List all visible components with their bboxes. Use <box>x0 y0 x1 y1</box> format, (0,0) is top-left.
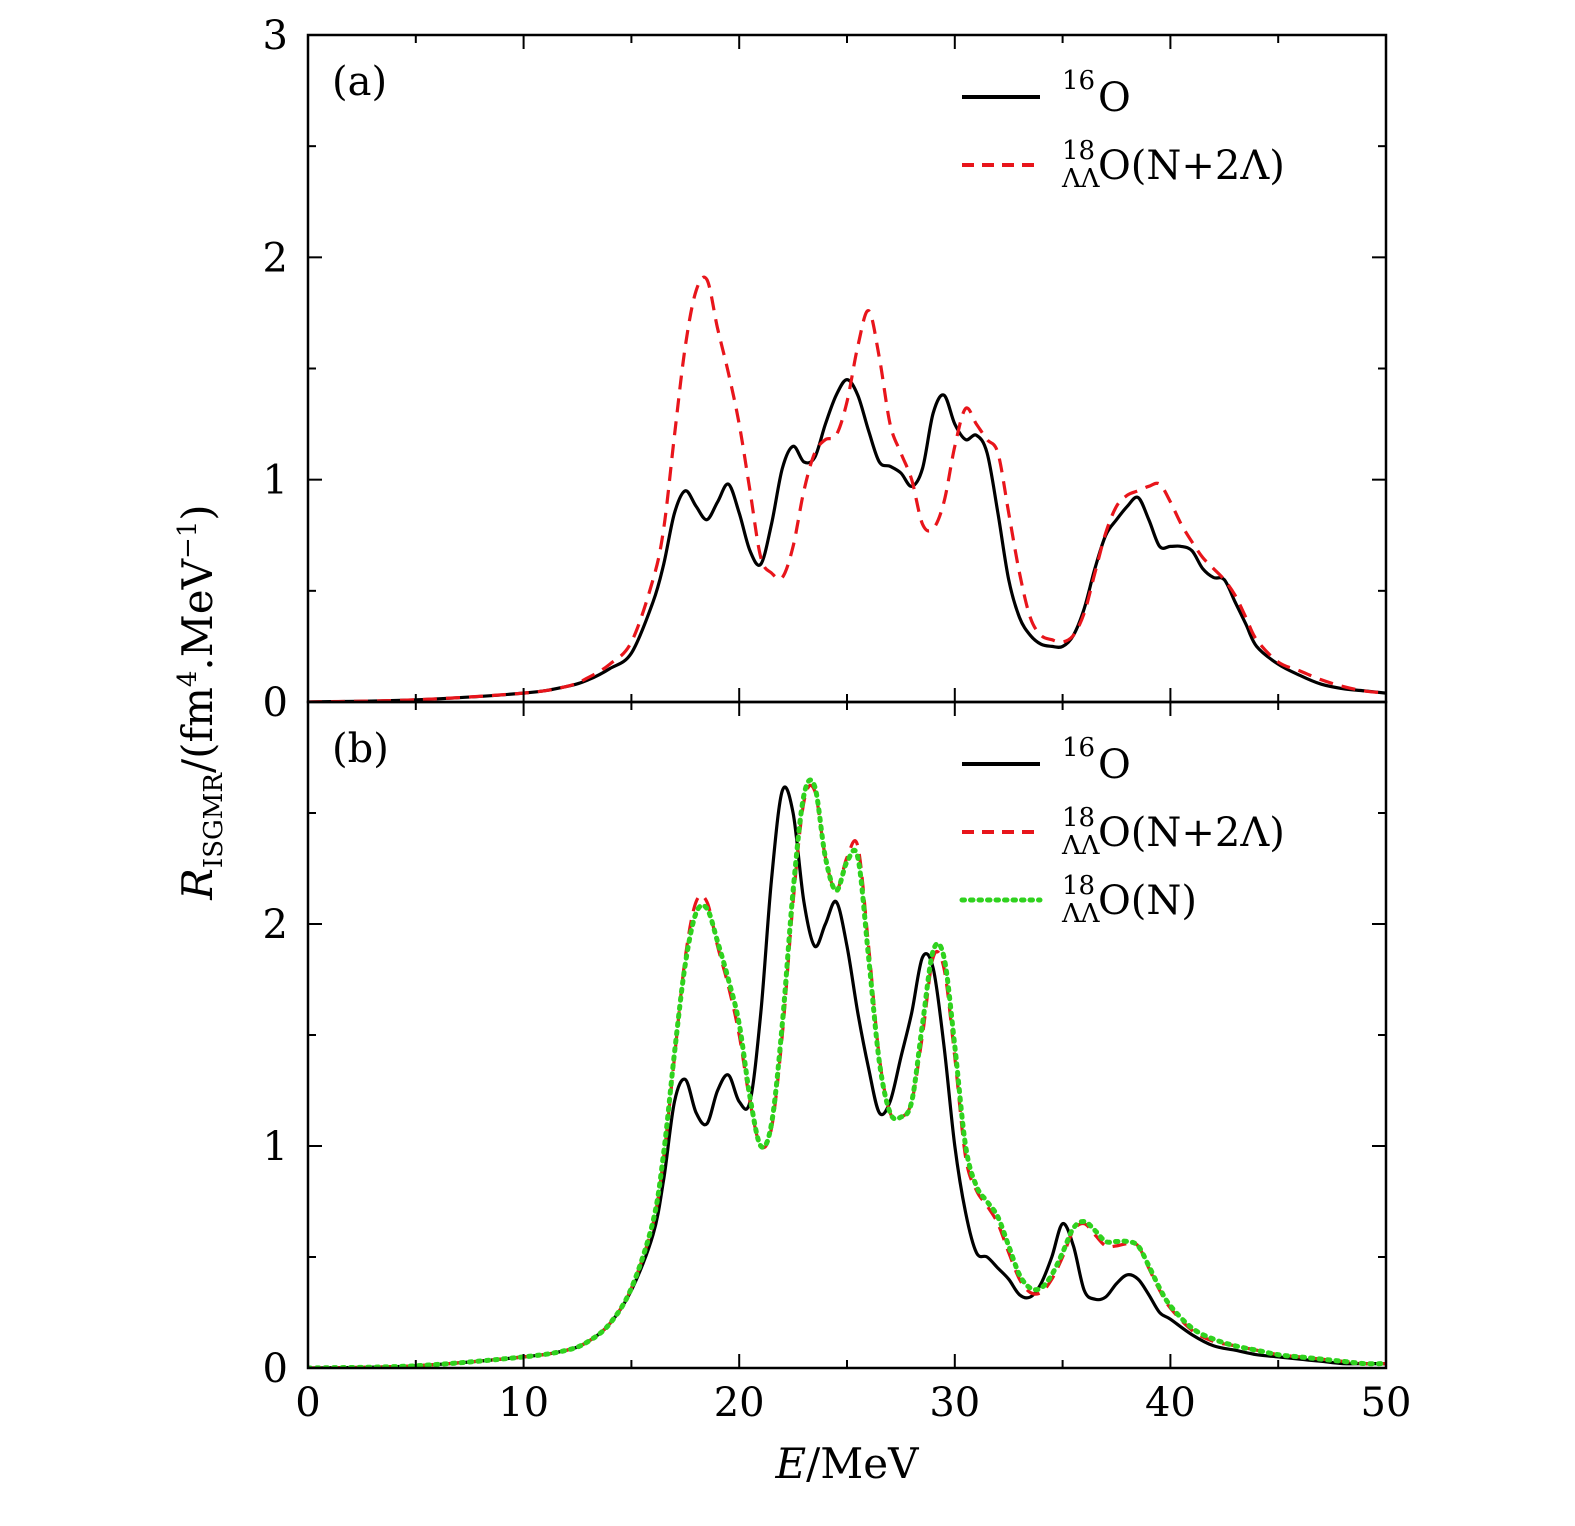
x-tick-label: 40 <box>1145 1380 1196 1426</box>
series-line-solid <box>308 785 1386 1368</box>
legend-hyperon-subscript: ΛΛ <box>1061 899 1101 929</box>
legend-mass-number: 18 <box>1062 136 1095 166</box>
x-tick-label: 10 <box>498 1380 549 1426</box>
y-tick-label: 0 <box>263 680 288 726</box>
legend-hyperon-subscript: ΛΛ <box>1061 831 1101 861</box>
y-tick-label: 2 <box>263 902 288 948</box>
legend-label: O(N+2Λ) <box>1098 810 1285 856</box>
x-axis-title: E/MeV <box>774 1439 919 1488</box>
legend-hyperon-subscript: ΛΛ <box>1061 164 1101 194</box>
series-line-solid <box>308 378 1386 702</box>
legend-label: O <box>1098 742 1131 788</box>
legend-label: O(N+2Λ) <box>1098 143 1285 189</box>
y-tick-label: 0 <box>263 1346 288 1392</box>
x-tick-label: 50 <box>1361 1380 1412 1426</box>
x-tick-label: 20 <box>714 1380 765 1426</box>
legend-label: O(N) <box>1098 878 1197 924</box>
y-tick-label: 3 <box>263 13 288 59</box>
x-tick-label: 30 <box>929 1380 980 1426</box>
plot-frame <box>306 700 1388 1370</box>
y-tick-label: 2 <box>263 235 288 281</box>
legend-mass-number: 16 <box>1062 66 1095 96</box>
panel-label: (b) <box>332 726 389 772</box>
legend-label: O <box>1098 75 1131 121</box>
panel-label: (a) <box>332 59 387 105</box>
y-tick-label: 1 <box>263 1124 288 1170</box>
legend-mass-number: 18 <box>1062 803 1095 833</box>
legend-mass-number: 16 <box>1062 733 1095 763</box>
y-tick-label: 1 <box>263 458 288 504</box>
series-line-dotted <box>308 777 1386 1368</box>
legend-mass-number: 18 <box>1062 871 1095 901</box>
y-axis-title: RISGMR/(fm4.MeV−1) <box>173 504 229 900</box>
series-line-dashed <box>308 783 1386 1368</box>
x-tick-label: 0 <box>295 1380 320 1426</box>
plot-frame <box>306 33 1388 704</box>
series-line-dashed <box>308 275 1386 702</box>
